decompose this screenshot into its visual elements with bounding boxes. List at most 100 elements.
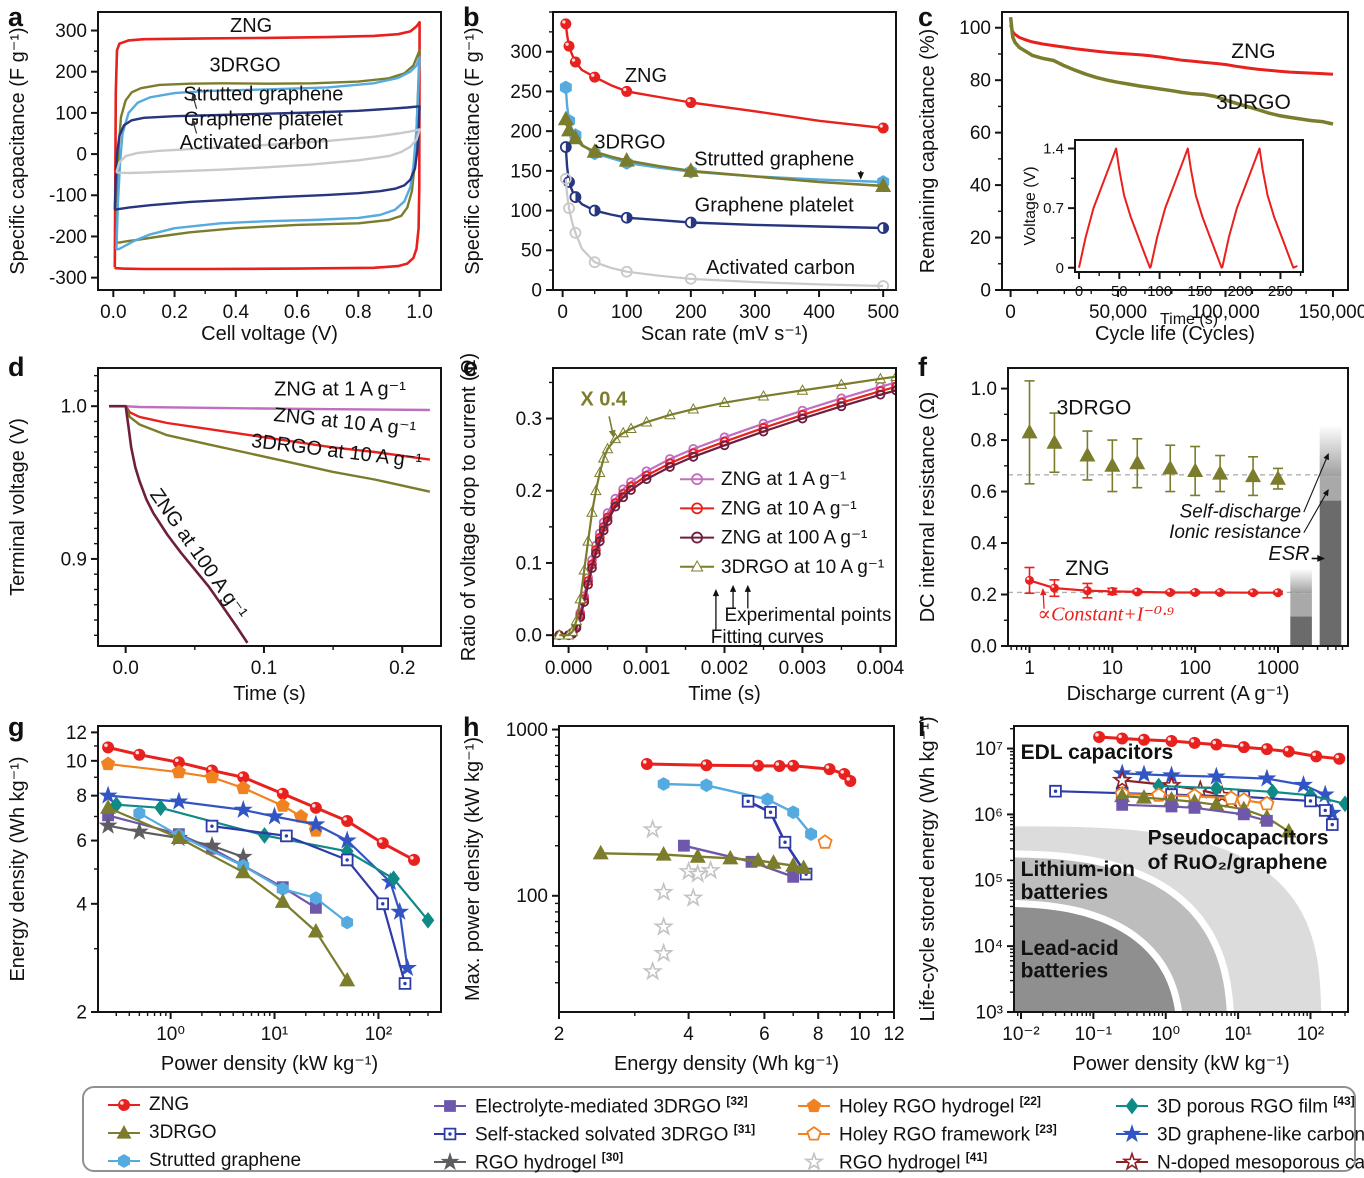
panel-letter-h: h — [463, 712, 480, 742]
svg-text:10³: 10³ — [976, 1002, 1003, 1023]
svg-text:-100: -100 — [49, 186, 87, 207]
svg-text:3DRGO: 3DRGO — [1057, 396, 1132, 419]
svg-text:300: 300 — [739, 302, 771, 323]
svg-text:ZNG: ZNG — [230, 15, 272, 37]
svg-text:0.0: 0.0 — [112, 658, 138, 679]
svg-text:0.0: 0.0 — [971, 636, 997, 657]
svg-text:10²: 10² — [1297, 1024, 1324, 1045]
svg-text:Max. power density (kW kg⁻¹): Max. power density (kW kg⁻¹) — [462, 737, 484, 1001]
svg-text:3DRGO: 3DRGO — [209, 55, 280, 77]
svg-text:1: 1 — [1024, 658, 1035, 679]
series-activated-carbon — [559, 172, 890, 290]
svg-text:Discharge current (A g⁻¹): Discharge current (A g⁻¹) — [1067, 683, 1290, 705]
series-rgo-hydrogel-41- — [642, 818, 721, 981]
svg-text:12: 12 — [883, 1024, 904, 1045]
svg-text:Pseudocapacitors: Pseudocapacitors — [1148, 827, 1329, 850]
svg-text:150: 150 — [510, 161, 542, 182]
svg-text:100,000: 100,000 — [1191, 302, 1260, 323]
svg-text:12: 12 — [66, 723, 87, 744]
legend-item-strutted-graphene: Strutted graphene — [106, 1150, 301, 1172]
legend-item-rgo-hydrogel: RGO hydrogel [41] — [796, 1150, 987, 1174]
svg-text:3DRGO: 3DRGO — [594, 132, 665, 154]
axes-i: 10⁻² 10⁻¹ 10⁰ 10¹ 10² 10³ 10⁴ 10⁵ 10⁶ 10⁷ Power de… — [917, 716, 1349, 1075]
series-strutted-graphene — [115, 56, 421, 251]
svg-text:Cycle life (Cycles): Cycle life (Cycles) — [1095, 323, 1255, 345]
plot-area-c_inset — [1078, 147, 1298, 269]
svg-text:0.2: 0.2 — [389, 658, 415, 679]
legend-label: Strutted graphene — [149, 1150, 302, 1171]
axes-a: 0.0 0.2 0.4 0.6 0.8 1.0 -300 -200 -100 0 100 200 300… — [7, 11, 442, 345]
legend-marker-pentagon-icon — [798, 1098, 830, 1113]
svg-text:-300: -300 — [49, 268, 87, 289]
svg-text:ZNG: ZNG — [625, 65, 667, 87]
series-zng — [102, 741, 421, 866]
panel-letter-b: b — [463, 2, 480, 32]
legend-marker-star-icon — [434, 1152, 466, 1171]
panel-f: f 1 10 100 1000 0.0 0.2 0.4 0.6 0.8 1.0 Discharge … — [910, 350, 1364, 710]
svg-text:Specific capacitance (F g⁻¹): Specific capacitance (F g⁻¹) — [462, 27, 484, 274]
axes-e: 0.000 0.001 0.002 0.003 0.004 0.0 0.1 0.2 0.3 Tim… — [458, 353, 905, 705]
svg-text:Strutted graphene: Strutted graphene — [694, 148, 854, 170]
svg-text:150,000: 150,000 — [1299, 302, 1364, 323]
svg-text:4: 4 — [683, 1024, 694, 1045]
series-3d-graphene-like-carbon-20- — [98, 785, 417, 977]
series-3drgo — [1021, 380, 1286, 497]
svg-text:0: 0 — [1056, 260, 1064, 277]
series-zng — [1024, 566, 1283, 599]
svg-text:0.003: 0.003 — [779, 658, 827, 679]
svg-text:Power density (kW kg⁻¹): Power density (kW kg⁻¹) — [161, 1053, 378, 1075]
plot-area-i — [1014, 730, 1348, 1012]
legend-marker-circle-icon — [108, 1099, 140, 1111]
svg-text:Ratio of voltage drop to curre: Ratio of voltage drop to current (Ω) — [458, 353, 480, 661]
svg-text:Fitting curves: Fitting curves — [711, 627, 824, 648]
legend-marker-hexagon-icon — [108, 1154, 140, 1168]
svg-text:10⁻²: 10⁻² — [1002, 1024, 1039, 1045]
legend-item-zng: ZNG — [106, 1094, 189, 1116]
svg-text:1.0: 1.0 — [61, 397, 87, 418]
panel-g: g 10⁰ 10¹ 10² 2 4 6 8 10 12 Power density (kW kg⁻… — [0, 710, 455, 1080]
svg-text:Activated carbon: Activated carbon — [706, 257, 855, 279]
panel-a: a 0.0 0.2 0.4 0.6 0.8 1.0 -300 -200 -100 0 100 200 3… — [0, 0, 455, 350]
plot-area-a — [113, 21, 421, 271]
series-holey-rgo-hydrogel-22- — [100, 756, 323, 837]
svg-text:ESR: ESR — [1268, 543, 1309, 565]
svg-text:2: 2 — [554, 1024, 565, 1045]
axes-f: 1 10 100 1000 0.0 0.2 0.4 0.6 0.8 1.0 Discharge cu… — [917, 367, 1349, 705]
svg-text:20: 20 — [970, 228, 991, 249]
svg-text:200: 200 — [510, 122, 542, 143]
svg-text:50: 50 — [1111, 283, 1128, 300]
svg-text:Voltage (V): Voltage (V) — [1022, 166, 1039, 245]
svg-text:500: 500 — [867, 302, 899, 323]
legend-item-3drgo: 3DRGO — [106, 1122, 217, 1144]
svg-text:80: 80 — [970, 71, 991, 92]
svg-text:10⁷: 10⁷ — [975, 739, 1003, 760]
svg-text:of RuO₂/graphene: of RuO₂/graphene — [1148, 851, 1328, 874]
panel-letter-d: d — [8, 352, 25, 382]
svg-text:8: 8 — [813, 1024, 824, 1045]
svg-text:250: 250 — [1268, 283, 1293, 300]
series-zng-at-1-a-g- — [109, 405, 430, 412]
svg-text:Specific capacitance (F g⁻¹): Specific capacitance (F g⁻¹) — [7, 27, 29, 274]
axes-c_inset: 0 50 100 150 200 250 0 0.7 1.4 Time (s) Voltage (V… — [1022, 139, 1304, 328]
series-3drgo — [100, 799, 356, 987]
series-3drgo — [592, 844, 812, 874]
svg-text:10: 10 — [1102, 658, 1123, 679]
svg-text:Energy density (Wh kg⁻¹): Energy density (Wh kg⁻¹) — [7, 756, 29, 981]
legend-item-holey-rgo-framework: Holey RGO framework [23] — [796, 1122, 1057, 1146]
svg-text:100: 100 — [611, 302, 643, 323]
plot-area-f — [1008, 380, 1342, 646]
series-zng — [113, 21, 421, 271]
legend-item-3d-porous-rgo-film: 3D porous RGO film [43] — [1114, 1094, 1355, 1118]
panel-letter-f: f — [918, 352, 927, 382]
plot-area-d — [109, 404, 431, 644]
svg-text:10: 10 — [66, 751, 87, 772]
svg-text:10⁴: 10⁴ — [974, 937, 1003, 958]
svg-text:3DRGO at 10 A g⁻¹: 3DRGO at 10 A g⁻¹ — [721, 557, 884, 578]
series-zng — [560, 18, 889, 134]
figure-legend: ZNG 3DRGO Strutted graphene Electrolyte-med… — [82, 1086, 1364, 1174]
plot-area-c — [1008, 17, 1334, 126]
svg-text:Graphene platelet: Graphene platelet — [184, 108, 343, 130]
svg-text:Graphene platelet: Graphene platelet — [695, 194, 854, 216]
